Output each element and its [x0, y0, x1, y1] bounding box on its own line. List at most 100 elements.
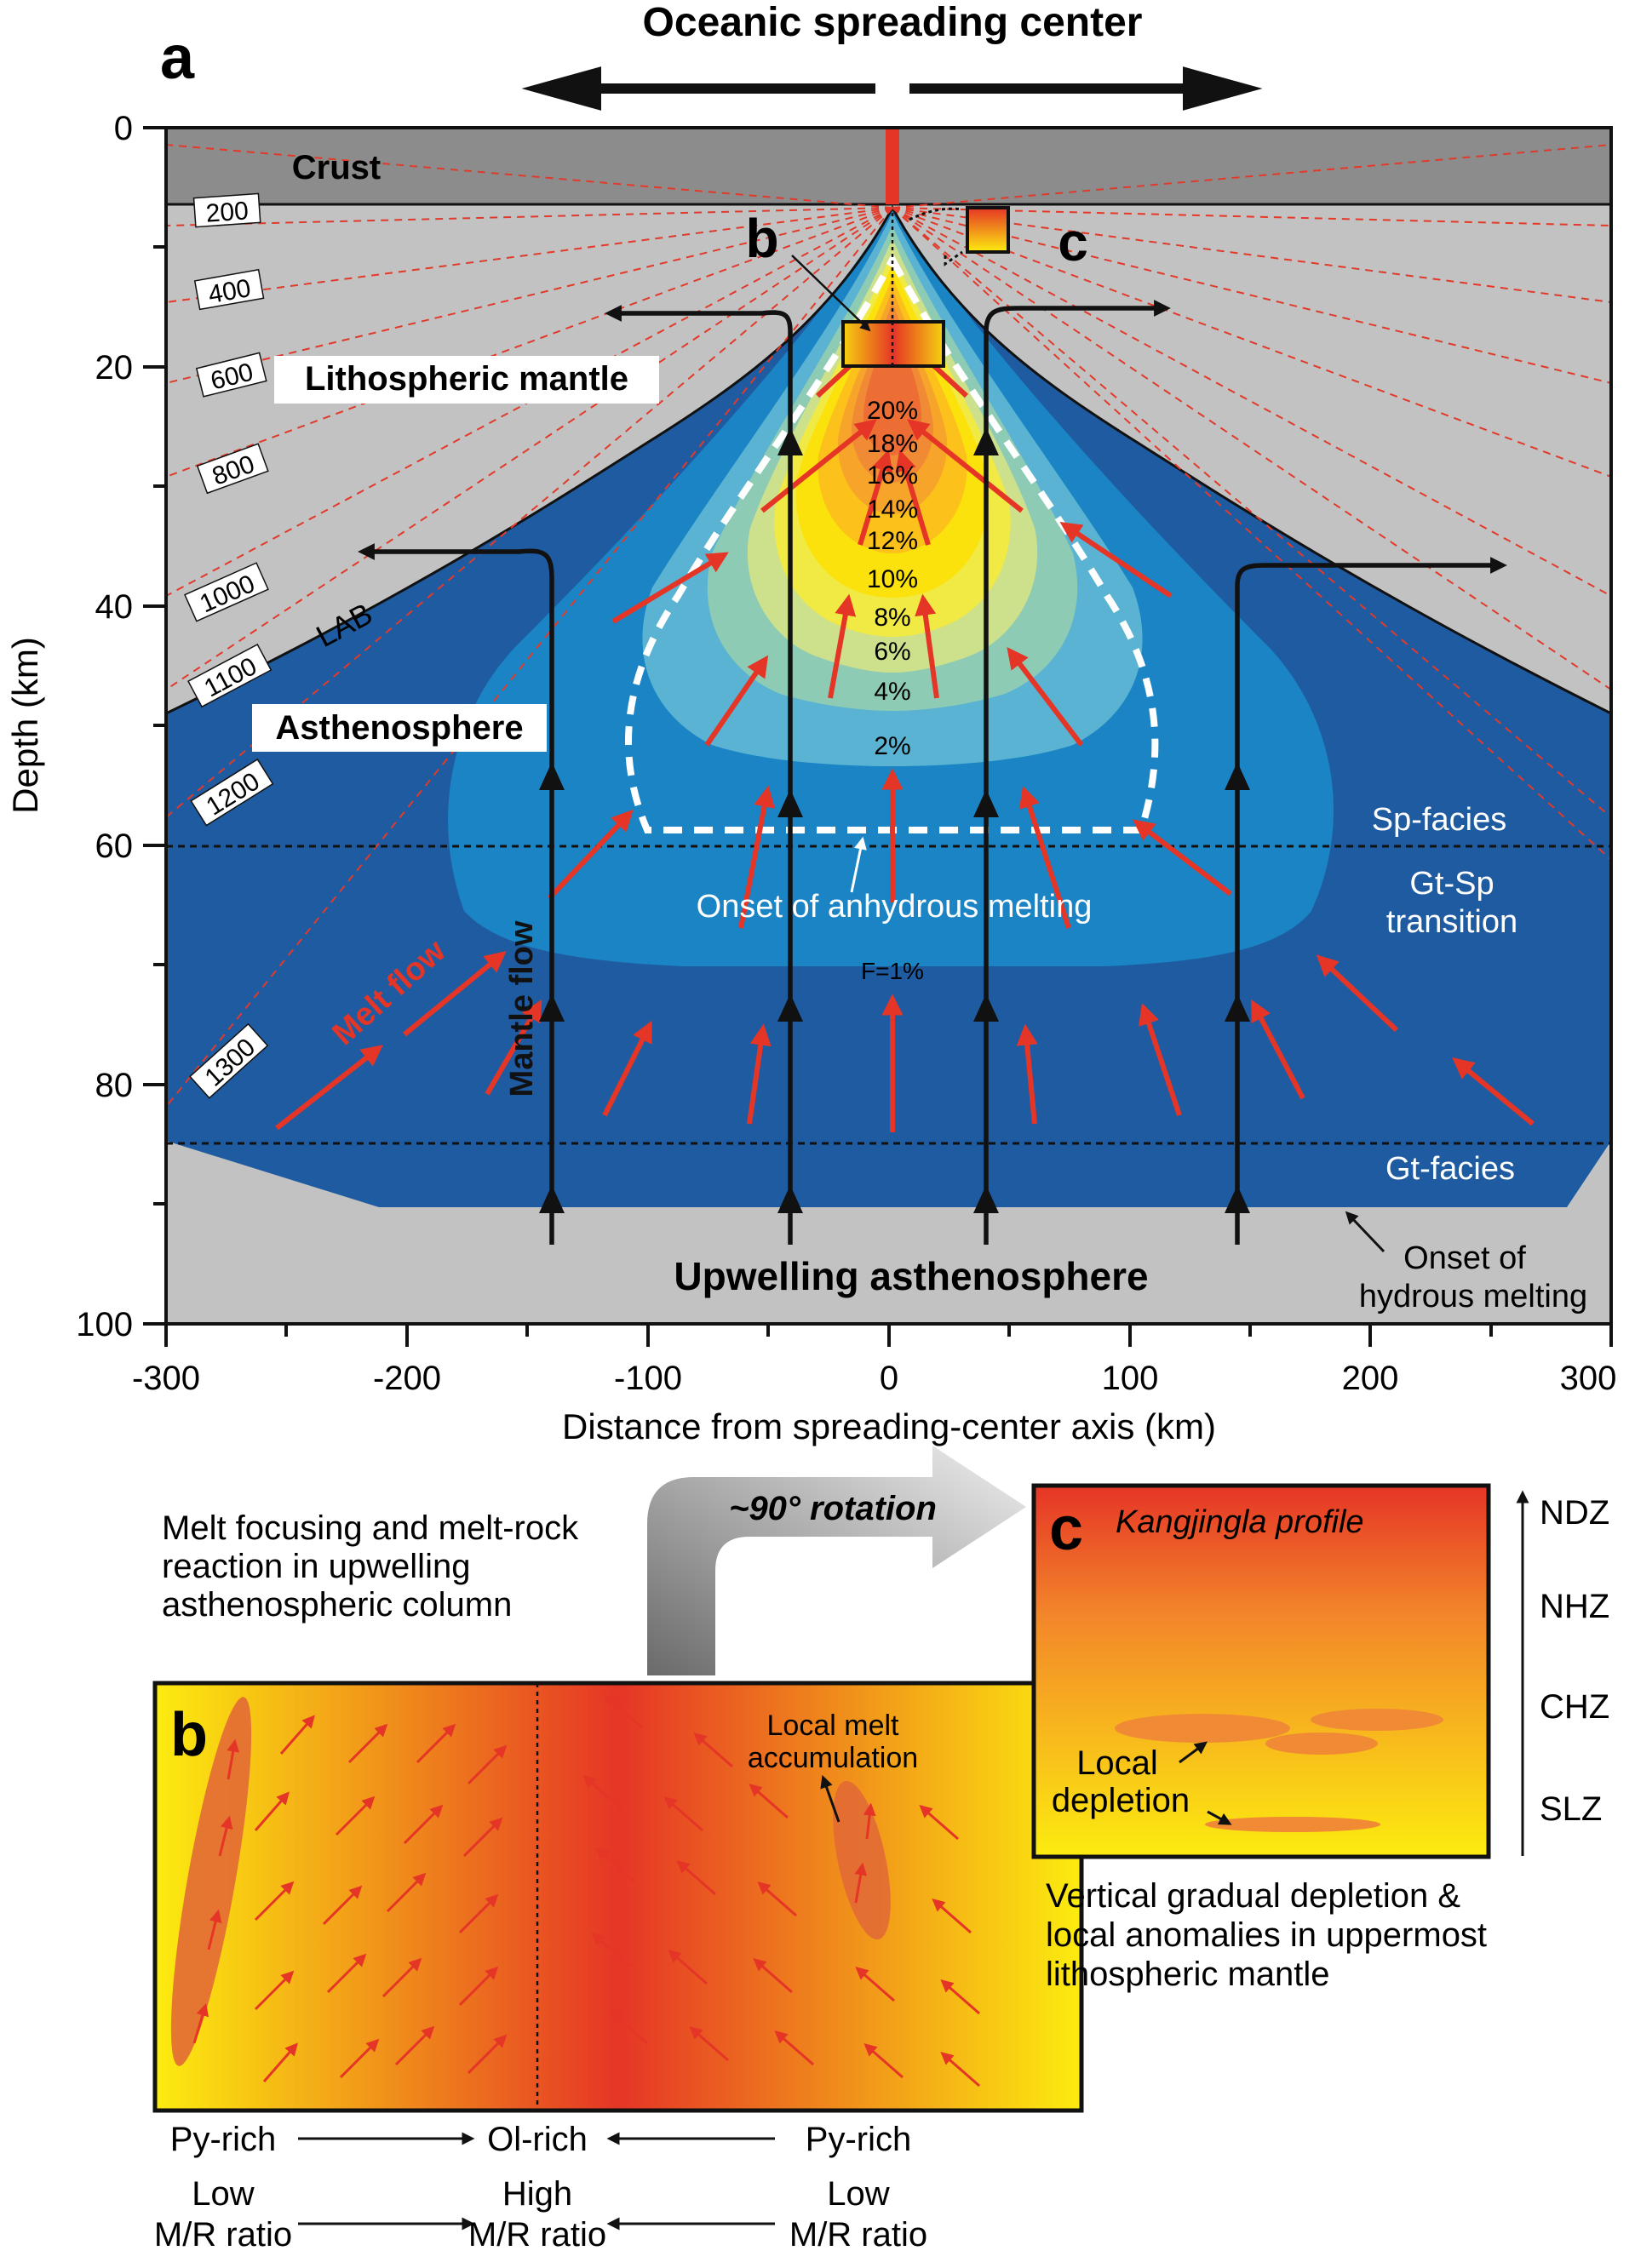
inset-b-label: b	[745, 208, 778, 269]
panel-c-caption-1: Vertical gradual depletion &	[1046, 1877, 1460, 1915]
asth-label-box	[252, 704, 547, 752]
y-tick-label: 80	[95, 1067, 134, 1104]
panel-b-box	[152, 1681, 1084, 2113]
y-tick-label: 100	[76, 1306, 133, 1343]
spreading-arrow-left	[521, 66, 875, 111]
x-tick-label: -100	[614, 1360, 682, 1397]
depletion-lens-2	[1311, 1709, 1443, 1731]
sp-facies-label: Sp-facies	[1372, 802, 1506, 838]
x-tick-label: 0	[880, 1360, 898, 1397]
y-tick-label: 0	[114, 110, 133, 147]
melt-flow-arrows	[275, 337, 1535, 1132]
depletion-lens-1	[1115, 1714, 1290, 1743]
depletion-lens-4	[1205, 1817, 1380, 1832]
panel-b: Melt focusing and melt-rock reaction in …	[152, 1446, 1084, 2254]
panel-c-box	[1031, 1483, 1491, 1859]
gt-sp-label-2: transition	[1386, 904, 1517, 940]
py-rich-left-label: Py-rich	[170, 2121, 276, 2158]
panel-b-caption-3: asthenospheric column	[162, 1586, 512, 1624]
x-tick-label: -200	[373, 1360, 441, 1397]
zone-label: NHZ	[1540, 1588, 1609, 1625]
melt-fraction-label: 12%	[867, 527, 918, 555]
x-axis	[164, 1324, 1613, 1347]
onset-anhydrous-arrow	[850, 836, 867, 893]
rotation-arrow	[647, 1446, 1026, 1675]
melt-fraction-label: 6%	[874, 638, 910, 666]
upwelling-label: Upwelling asthenosphere	[674, 1254, 1148, 1298]
x-tick-labels: -300 -200 -100 0 100 200 300	[132, 1360, 1616, 1397]
local-melt-label-1: Local melt	[767, 1710, 900, 1742]
panel-c-title: Kangjingla profile	[1116, 1504, 1364, 1540]
panel-b-letter: b	[170, 1701, 208, 1769]
y-tick-label: 60	[95, 828, 134, 865]
zone-label: SLZ	[1540, 1790, 1602, 1828]
panel-a-title: Oceanic spreading center	[643, 0, 1143, 45]
panel-b-caption-1: Melt focusing and melt-rock	[162, 1509, 579, 1547]
melt-fraction-label: 20%	[867, 397, 918, 425]
py-rich-right-label: Py-rich	[806, 2121, 911, 2158]
panel-a: a Oceanic spreading center	[5, 0, 1616, 1446]
x-tick-label: 200	[1342, 1360, 1399, 1397]
zone-label: NDZ	[1540, 1494, 1609, 1532]
y-tick-label: 20	[95, 349, 134, 387]
inset-c-box	[966, 206, 1010, 254]
lith-label-box	[274, 356, 659, 404]
melt-zone-f20	[863, 315, 922, 455]
melt-fraction-label: 2%	[874, 732, 910, 760]
melt-fraction-label: 10%	[867, 565, 918, 593]
x-tick-label: 300	[1560, 1360, 1617, 1397]
mr-ratio-center-label: M/R ratio	[468, 2216, 606, 2254]
onset-anhydrous-label: Onset of anhydrous melting	[697, 889, 1093, 925]
melt-fraction-label: 4%	[874, 678, 910, 706]
f1-label: F=1%	[861, 958, 924, 984]
melt-fraction-label: 16%	[867, 461, 918, 490]
spreading-arrow-right	[909, 66, 1263, 111]
mr-ratio-right-label: M/R ratio	[789, 2216, 927, 2254]
panel-c: c Kangjingla profile Local depletion NDZ…	[1031, 1483, 1609, 1993]
panel-c-caption-3: lithospheric mantle	[1046, 1956, 1330, 1993]
mantle-flow-label: Mantle flow	[504, 920, 540, 1097]
y-axis-label: Depth (km)	[5, 637, 45, 814]
cross-section	[166, 128, 1611, 1324]
high-label: High	[502, 2175, 572, 2213]
x-axis-label: Distance from spreading-center axis (km)	[562, 1406, 1216, 1446]
panel-b-arrows	[192, 1694, 980, 2088]
zone-label: CHZ	[1540, 1688, 1609, 1726]
gt-sp-label-1: Gt-Sp	[1409, 866, 1494, 902]
mantle-flow-arrowheads	[539, 427, 1250, 1213]
x-tick-label: 100	[1102, 1360, 1159, 1397]
lithospheric-mantle-label: Lithospheric mantle	[305, 360, 628, 398]
melt-fraction-label: 8%	[874, 604, 910, 632]
melt-channel-left	[170, 1697, 252, 2066]
onset-hydrous-label-2: hydrous melting	[1359, 1279, 1587, 1314]
rotation-label: ~90° rotation	[729, 1490, 937, 1527]
y-tick-labels: 0 20 40 60 80 100	[76, 110, 133, 1343]
asthenosphere-label: Asthenosphere	[275, 709, 523, 747]
panel-b-caption-2: reaction in upwelling	[162, 1548, 470, 1585]
onset-hydrous-label-1: Onset of	[1403, 1240, 1526, 1276]
y-tick-label: 40	[95, 588, 134, 626]
low-left-label: Low	[192, 2175, 254, 2213]
ol-rich-label: Ol-rich	[487, 2121, 588, 2158]
mantle-flow-lines	[358, 300, 1507, 1245]
melt-fraction-label: 18%	[867, 430, 918, 458]
gt-facies-label: Gt-facies	[1385, 1151, 1515, 1187]
inset-c-label: c	[1058, 211, 1088, 272]
local-depletion-label-1: Local	[1076, 1744, 1158, 1782]
melt-fraction-label: 14%	[867, 495, 918, 524]
y-axis	[143, 126, 166, 1326]
x-tick-label: -300	[132, 1360, 200, 1397]
panel-a-letter: a	[160, 24, 195, 92]
depletion-lens-3	[1265, 1732, 1378, 1755]
panel-c-letter: c	[1049, 1495, 1083, 1563]
melt-channel-right	[833, 1780, 891, 1940]
isotherm-label: 200	[205, 197, 250, 227]
local-melt-label-2: accumulation	[748, 1742, 918, 1774]
local-depletion-label-2: depletion	[1052, 1782, 1190, 1819]
panel-c-caption-2: local anomalies in uppermost	[1046, 1916, 1487, 1954]
onset-hydrous-arrow	[1345, 1211, 1385, 1253]
mr-ratio-left-label: M/R ratio	[154, 2216, 292, 2254]
melt-fraction-labels: 20% 18% 16% 14% 12% 10% 8% 6% 4% 2%	[867, 397, 918, 760]
low-right-label: Low	[827, 2175, 889, 2213]
